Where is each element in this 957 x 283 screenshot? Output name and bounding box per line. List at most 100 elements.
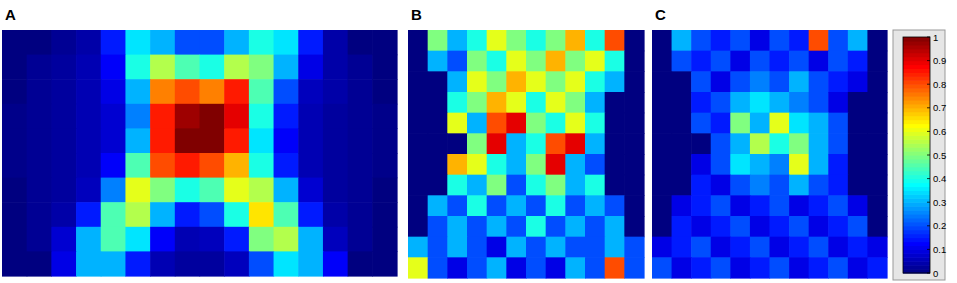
heatmap-cell (652, 71, 672, 92)
heatmap-cell (487, 30, 507, 51)
colorbar-step (903, 80, 930, 85)
heatmap-cell (789, 51, 809, 72)
colorbar-step (903, 190, 930, 195)
heatmap-cell (828, 133, 848, 154)
heatmap-cell (408, 195, 428, 216)
heatmap-cell (789, 175, 809, 196)
heatmap-cell (526, 133, 546, 154)
heatmap-cell (200, 153, 225, 178)
heatmap-cell (27, 227, 52, 252)
heatmap-cell (150, 178, 175, 203)
heatmap-cell (298, 202, 323, 227)
heatmap-cell (867, 257, 887, 278)
heatmap-cell (175, 104, 200, 129)
heatmap-cell (506, 257, 526, 278)
colorbar-tick-label: 0 (933, 268, 938, 279)
colorbar-step (903, 234, 930, 239)
colorbar-step (903, 171, 930, 176)
colorbar-tick (927, 249, 930, 250)
heatmap-cell (447, 237, 467, 258)
heatmap-cell (605, 30, 625, 51)
heatmap-cell (848, 71, 868, 92)
heatmap-cell (711, 133, 731, 154)
colorbar-tick-label: 0.9 (933, 55, 946, 66)
heatmap-panel (652, 30, 888, 279)
heatmap-cell (323, 128, 348, 153)
colorbar-step (903, 139, 930, 144)
heatmap-cell (750, 51, 770, 72)
heatmap-cell (770, 71, 790, 92)
colorbar-step (903, 214, 930, 219)
heatmap-cell (249, 104, 274, 129)
heatmap-cell (408, 175, 428, 196)
heatmap-cell (408, 113, 428, 134)
heatmap-cell (249, 153, 274, 178)
heatmap-cell (526, 92, 546, 113)
heatmap-cell (730, 30, 750, 51)
colorbar-step (903, 198, 930, 203)
heatmap-cell (175, 202, 200, 227)
heatmap-cell (672, 51, 692, 72)
heatmap-cell (605, 113, 625, 134)
heatmap-cell (730, 216, 750, 237)
heatmap-cell (652, 195, 672, 216)
heatmap-cell (867, 216, 887, 237)
heatmap-cell (867, 113, 887, 134)
heatmap-cell (546, 237, 566, 258)
heatmap-cell (408, 51, 428, 72)
colorbar-step (903, 76, 930, 81)
heatmap-cell (624, 113, 644, 134)
heatmap-cell (624, 175, 644, 196)
colorbar-step (903, 72, 930, 77)
heatmap-cell (372, 202, 397, 227)
heatmap-cell (274, 227, 299, 252)
colorbar-tick-label: 0.2 (933, 220, 946, 231)
heatmap-cell (428, 237, 448, 258)
heatmap-cell (770, 92, 790, 113)
heatmap-cell (828, 216, 848, 237)
heatmap-cell (27, 79, 52, 104)
heatmap-panel (408, 30, 645, 279)
heatmap-cell (298, 178, 323, 203)
colorbar-step (903, 84, 930, 89)
heatmap-cell (605, 216, 625, 237)
heatmap-cell (711, 92, 731, 113)
heatmap-cell (789, 113, 809, 134)
colorbar-tick-label: 0.3 (933, 197, 946, 208)
colorbar-tick (927, 84, 930, 85)
colorbar-step (903, 61, 930, 66)
colorbar-step (903, 100, 930, 105)
colorbar-tick (927, 225, 930, 226)
heatmap-cell (224, 251, 249, 276)
heatmap-cell (224, 178, 249, 203)
heatmap-cell (348, 128, 373, 153)
heatmap-cell (76, 79, 101, 104)
heatmap-cell (526, 30, 546, 51)
heatmap-cell (467, 92, 487, 113)
heatmap-cell (249, 128, 274, 153)
heatmap-cell (428, 71, 448, 92)
heatmap-cell (770, 237, 790, 258)
heatmap-cell (125, 128, 150, 153)
heatmap-cell (249, 251, 274, 276)
heatmap-cell (789, 71, 809, 92)
heatmap-cell (175, 30, 200, 55)
heatmap-cell (730, 51, 750, 72)
heatmap-cell (624, 216, 644, 237)
colorbar-step (903, 238, 930, 243)
heatmap-cell (867, 195, 887, 216)
heatmap-cell (447, 92, 467, 113)
heatmap-cell (546, 175, 566, 196)
heatmap-cell (487, 175, 507, 196)
heatmap-cell (51, 153, 76, 178)
heatmap-cell (125, 79, 150, 104)
heatmap-cell (274, 128, 299, 153)
heatmap-cell (467, 154, 487, 175)
heatmap-cell (175, 153, 200, 178)
colorbar-tick (927, 155, 930, 156)
heatmap-cell (298, 227, 323, 252)
heatmap-cell (565, 30, 585, 51)
colorbar-step (903, 65, 930, 70)
heatmap-cell (809, 237, 829, 258)
heatmap-cell (101, 104, 126, 129)
